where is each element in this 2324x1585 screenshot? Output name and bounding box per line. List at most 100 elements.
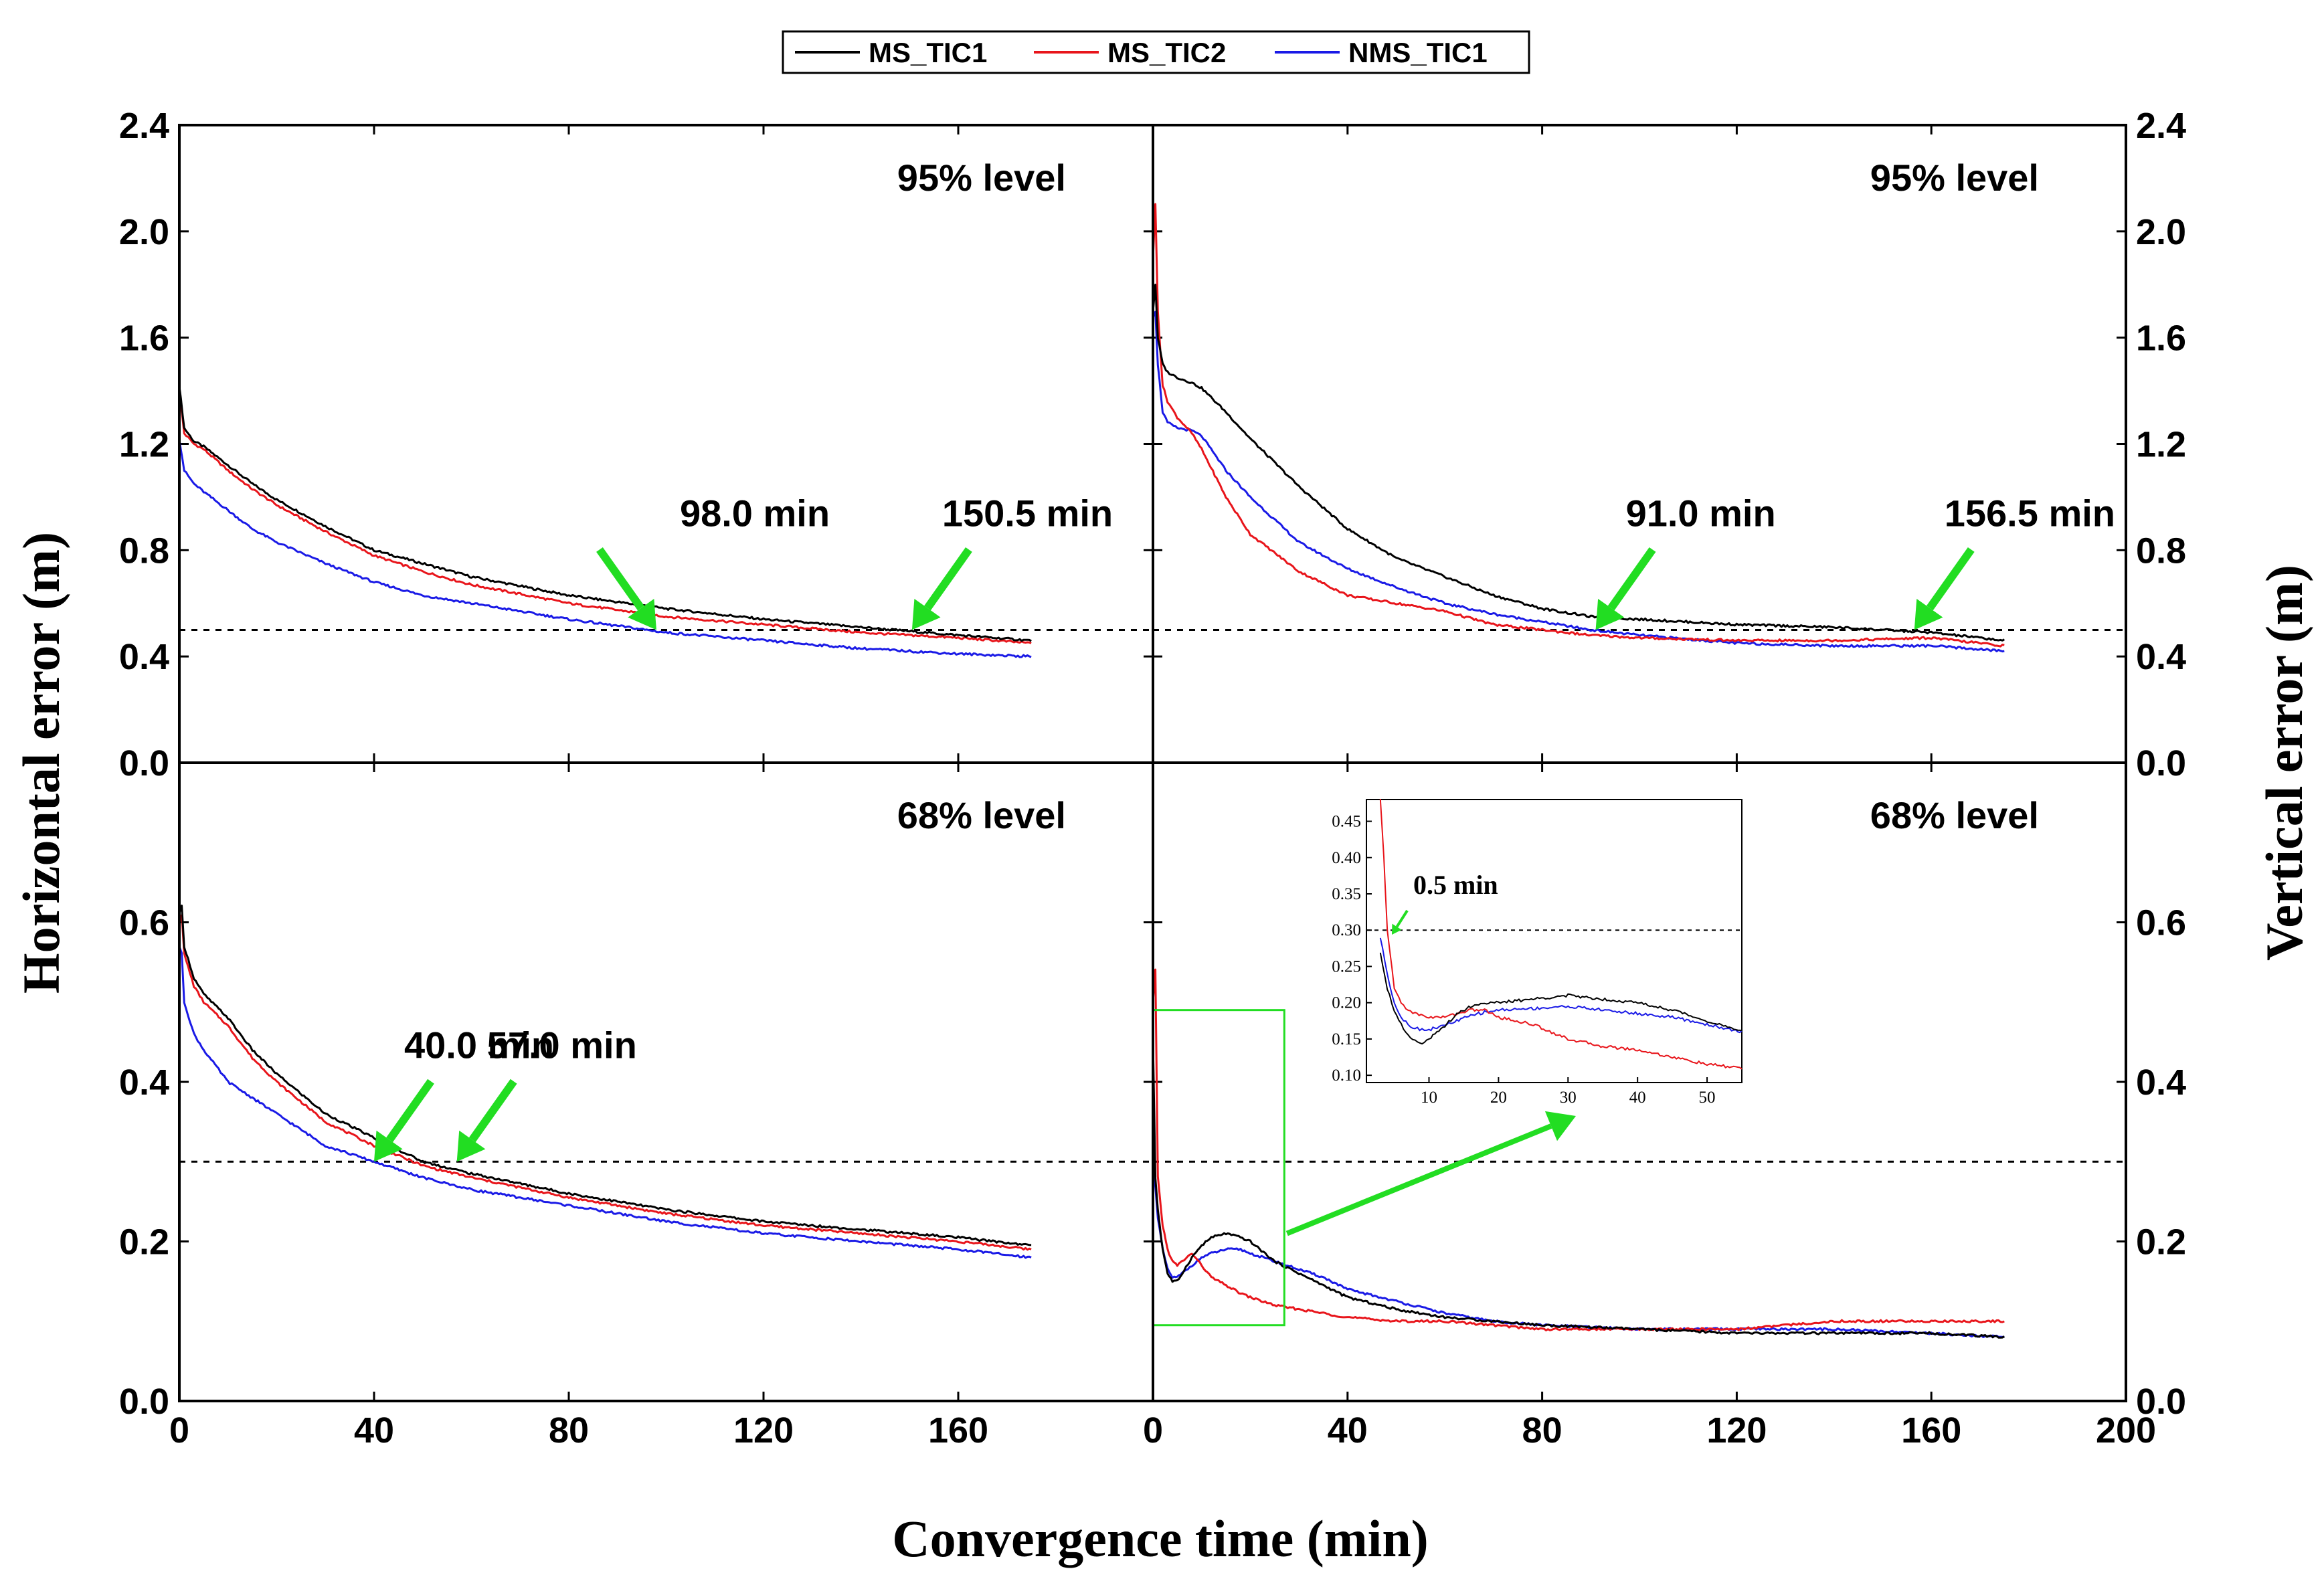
zoom-connector-arrow-head: [1544, 1111, 1576, 1141]
inset-x-tick-label: 50: [1699, 1089, 1716, 1107]
y-tick-label: 0.0: [119, 743, 169, 783]
y-tick-label: 1.6: [2136, 318, 2186, 359]
inset-y-tick-label: 0.45: [1332, 813, 1361, 831]
annotation-arrow-head: [1914, 598, 1943, 630]
series-line-nms-tic1: [178, 439, 1032, 658]
y-tick-label: 1.2: [2136, 425, 2186, 465]
zoom-connector-arrow-shaft: [1285, 1123, 1552, 1236]
panel-top-left: 0.0 0.4 0.8 1.2 1.6 2.0 2.4 95% level 98.0 min 15…: [119, 106, 1154, 783]
y-tick-label: 0.6: [119, 903, 169, 943]
panel-top-right: 0.0 0.4 0.8 1.2 1.6 2.0 2.4 95% level 91.0 min 15…: [1152, 106, 2186, 783]
inset-y-tick-label: 0.40: [1332, 849, 1361, 867]
annotation-arrow-head: [374, 1130, 403, 1162]
y-tick-label: 0.4: [2136, 637, 2186, 677]
panel-level-title: 95% level: [1870, 157, 2039, 199]
inset-x-tick-label: 30: [1560, 1089, 1577, 1107]
series-line-ms-tic2: [178, 914, 1032, 1251]
y-tick-label: 2.4: [119, 106, 169, 146]
y-tick-label: 2.0: [2136, 212, 2186, 252]
y-tick-label: 0.4: [119, 637, 169, 677]
legend-label-ms-tic1: MS_TIC1: [869, 37, 987, 68]
inset-annotation-arrow-shaft: [1395, 909, 1409, 928]
inset-frame: [1366, 799, 1742, 1083]
x-tick-label: 80: [1522, 1410, 1562, 1451]
legend-label-nms-tic1: NMS_TIC1: [1348, 37, 1488, 68]
annotation-label: 150.5 min: [942, 492, 1113, 534]
x-tick-label: 80: [549, 1410, 589, 1451]
inset-y-tick-label: 0.30: [1332, 921, 1361, 939]
annotation-label: 40.0 min: [404, 1024, 554, 1066]
y-tick-label: 2.4: [2136, 106, 2186, 146]
inset-y-tick-label: 0.15: [1332, 1030, 1361, 1048]
annotation-label: 91.0 min: [1626, 492, 1776, 534]
series-line-nms-tic1: [1152, 310, 2005, 653]
x-axis-title: Convergence time (min): [892, 1509, 1428, 1568]
legend-label-ms-tic2: MS_TIC2: [1107, 37, 1226, 68]
y-axis-title-left: Horizontal error (m): [12, 532, 70, 994]
y-tick-label: 0.4: [119, 1062, 169, 1103]
x-tick-label: 160: [1901, 1410, 1961, 1451]
annotation-arrow-shaft: [468, 1079, 517, 1143]
zoom-layer: [1285, 1111, 1576, 1236]
y-tick-label: 0.4: [2136, 1062, 2186, 1103]
x-tick-label: 0: [1143, 1410, 1163, 1451]
series-line-ms-tic2: [178, 391, 1032, 644]
series-line-ms-tic1: [1152, 1040, 2005, 1339]
annotation-arrow-shaft: [924, 547, 972, 611]
series-line-nms-tic1: [1152, 1161, 2005, 1338]
y-tick-label: 2.0: [119, 212, 169, 252]
annotation-label: 57.0 min: [487, 1024, 637, 1066]
annotation-label: 98.0 min: [680, 492, 830, 534]
inset-annotation-label: 0.5 min: [1413, 870, 1498, 900]
y-tick-label: 0.0: [2136, 743, 2186, 783]
annotation-label: 156.5 min: [1945, 492, 2115, 534]
annotation-arrow-shaft: [386, 1079, 434, 1143]
series-line-ms-tic1: [178, 386, 1032, 642]
annotation-arrow-head: [1595, 598, 1625, 630]
inset-series-line-ms-tic1: [1379, 952, 1742, 1045]
panel-inset: 0.10 0.15 0.20 0.25 0.30 0.35 0.40 0.45 10 20 30 40…: [1332, 799, 1742, 1107]
inset-y-tick-label: 0.35: [1332, 885, 1361, 903]
x-tick-label: 200: [2096, 1410, 2156, 1451]
x-tick-label: 120: [733, 1410, 794, 1451]
y-tick-label: 0.2: [119, 1222, 169, 1263]
inset-series-line-ms-tic2: [1379, 799, 1742, 1070]
y-axis-title-right: Vertical error (m): [2255, 565, 2313, 961]
legend: MS_TIC1 MS_TIC2 NMS_TIC1: [782, 30, 1530, 74]
annotation-arrow-head: [456, 1130, 486, 1162]
y-tick-label: 0.8: [119, 531, 169, 571]
y-tick-label: 0.8: [2136, 531, 2186, 571]
annotation-arrow-shaft: [596, 547, 644, 611]
series-line-ms-tic1: [1152, 284, 2005, 642]
series-line-ms-tic2: [1152, 968, 2005, 1331]
y-tick-label: 0.0: [119, 1382, 169, 1422]
inset-x-tick-label: 40: [1629, 1089, 1646, 1107]
annotation-arrow-shaft: [1926, 547, 1975, 611]
y-tick-label: 0.2: [2136, 1222, 2186, 1263]
annotation-arrow-head: [911, 598, 941, 630]
series-line-nms-tic1: [178, 946, 1032, 1259]
x-tick-label: 160: [928, 1410, 988, 1451]
inset-annotation-arrow-head: [1392, 923, 1402, 935]
x-tick-label: 40: [1328, 1410, 1368, 1451]
y-tick-label: 1.2: [119, 425, 169, 465]
x-tick-label: 40: [354, 1410, 394, 1451]
panel-bottom-left: 0.0 0.2 0.4 0.6 0 40 80 120 160 68% level 40.0 min…: [119, 763, 1154, 1451]
inset-y-tick-label: 0.25: [1332, 957, 1361, 975]
y-tick-label: 0.0: [2136, 1382, 2186, 1422]
panel-level-title: 95% level: [897, 157, 1066, 199]
inset-y-tick-label: 0.20: [1332, 994, 1361, 1012]
annotation-arrow-head: [628, 598, 656, 630]
panel-bottom-right: 0.0 0.2 0.4 0.6 0 40 80 120 160 200 68% level: [1143, 763, 2186, 1451]
inset-y-tick-label: 0.10: [1332, 1066, 1361, 1085]
inset-x-tick-label: 10: [1421, 1089, 1437, 1107]
series-line-ms-tic2: [1152, 203, 2005, 648]
inset-x-tick-label: 20: [1490, 1089, 1507, 1107]
panel-level-title: 68% level: [897, 794, 1066, 836]
annotation-arrow-shaft: [1607, 547, 1656, 611]
y-tick-label: 0.6: [2136, 903, 2186, 943]
x-tick-label: 120: [1706, 1410, 1767, 1451]
series-line-ms-tic1: [178, 905, 1032, 1246]
panel-level-title: 68% level: [1870, 794, 2039, 836]
